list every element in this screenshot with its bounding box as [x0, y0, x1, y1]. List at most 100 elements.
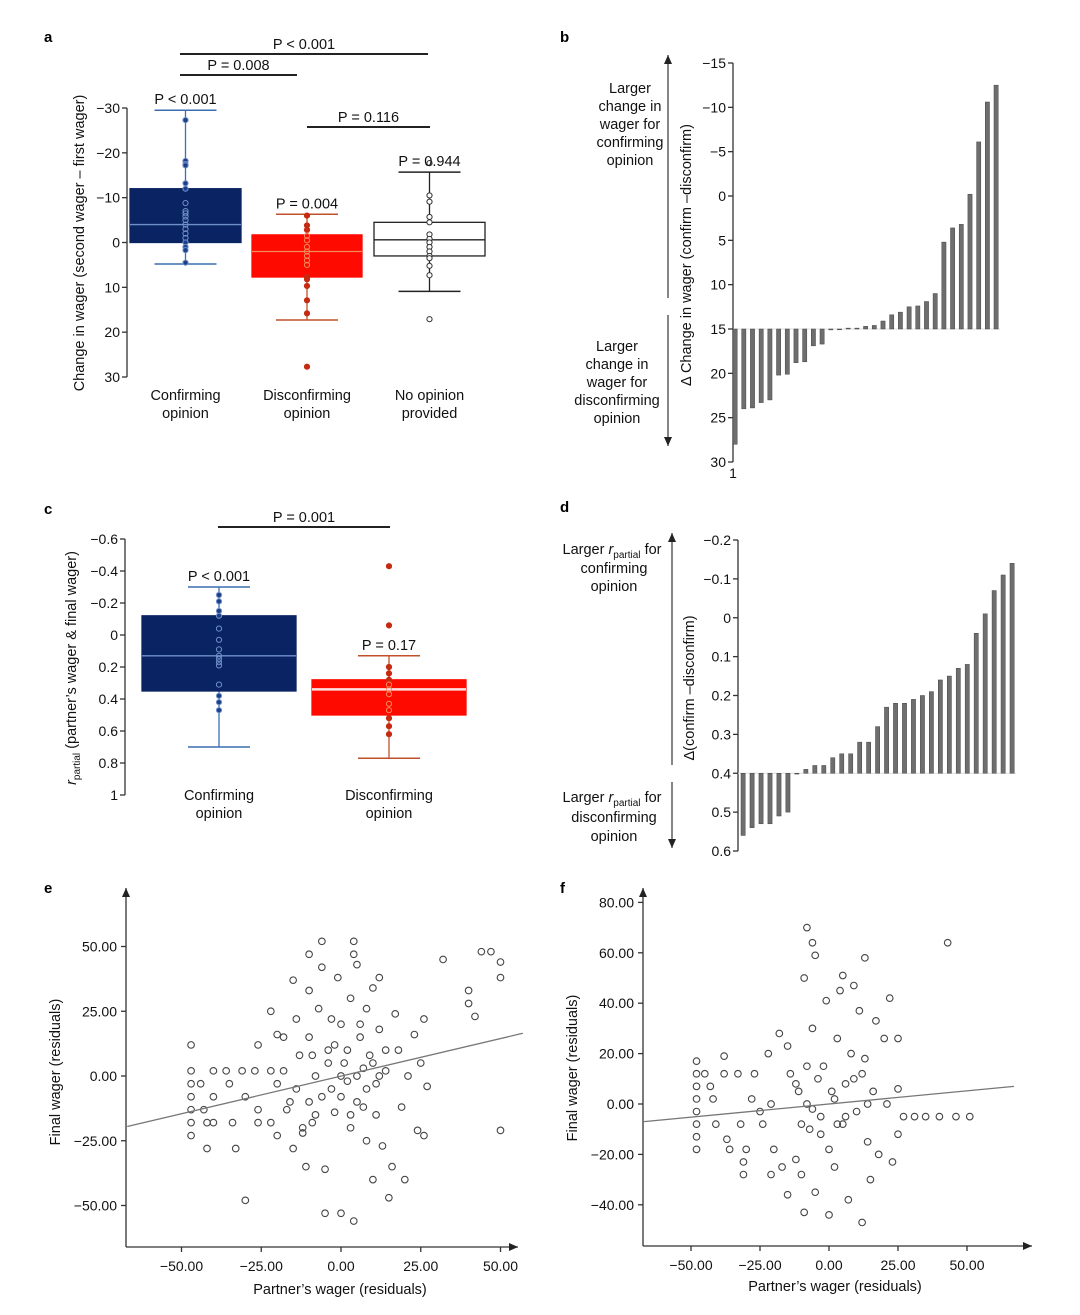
scatter-point	[965, 1112, 974, 1121]
scatter-point	[464, 986, 473, 995]
panel-b-y-tick-label: 30	[710, 454, 726, 470]
scatter-point	[872, 1016, 880, 1025]
scatter-point	[397, 1103, 406, 1111]
scatter-point	[692, 1145, 701, 1154]
scatter-point	[196, 1079, 205, 1088]
panel-b-y-tick-label: 20	[710, 365, 726, 381]
scatter-point	[869, 1087, 878, 1096]
scatter-point	[356, 1033, 364, 1041]
scatter-point	[305, 986, 313, 995]
scatter-point	[381, 1066, 390, 1075]
scatter-point	[849, 1074, 858, 1083]
panel-a-ylabel: Change in wager (second wager – first wa…	[72, 95, 88, 392]
scatter-point	[852, 1107, 861, 1116]
scatter-point	[340, 1059, 349, 1067]
scatter-point	[800, 1208, 809, 1217]
bar	[750, 328, 755, 409]
scatter-point	[830, 1095, 839, 1103]
scatter-point	[372, 1110, 380, 1119]
scatter-point	[775, 1029, 784, 1038]
scatter-point	[841, 1079, 850, 1088]
y-tick-label: 20.00	[599, 1046, 634, 1062]
scatter-point	[739, 1158, 748, 1166]
scatter-point	[423, 1082, 431, 1091]
scatter-point	[349, 950, 358, 959]
scatter-point	[921, 1112, 930, 1121]
bar	[857, 741, 863, 774]
panel-b-y-tick-label: 25	[710, 410, 726, 426]
y-axis-arrow-icon	[122, 888, 130, 897]
scatter-point	[298, 1129, 307, 1137]
data-point	[182, 185, 189, 192]
scatter-point	[305, 1033, 313, 1041]
scatter-point	[330, 1108, 339, 1117]
category-label: Confirming	[150, 388, 220, 404]
scatter-point	[187, 1118, 195, 1127]
scatter-point	[883, 1100, 891, 1108]
data-point	[215, 652, 223, 659]
scatter-point	[337, 1020, 345, 1029]
scatter-point	[692, 1057, 701, 1066]
scatter-point	[318, 1092, 326, 1101]
p-value-label: P = 0.004	[276, 196, 338, 212]
panel-f-ylabel: Final wager (residuals)	[565, 995, 581, 1142]
scatter-point	[855, 1006, 864, 1015]
scatter-point	[792, 1079, 800, 1088]
scatter-point	[700, 1069, 709, 1078]
scatter-point	[496, 973, 505, 982]
scatter-point	[346, 1123, 355, 1132]
scatter-point	[880, 1034, 889, 1043]
significance-label: P = 0.116	[338, 110, 399, 126]
scatter-point	[794, 1087, 803, 1096]
bar	[898, 311, 903, 330]
scatter-point	[825, 1145, 833, 1154]
scatter-point	[378, 1142, 387, 1150]
data-point	[215, 598, 223, 605]
x-tick-label: −25.00	[240, 1258, 283, 1274]
scatter-point	[254, 1118, 262, 1127]
scatter-point	[725, 1145, 734, 1154]
scatter-point	[800, 974, 809, 982]
scatter-point	[797, 1170, 806, 1179]
data-point	[303, 252, 311, 260]
scatter-point	[321, 1209, 329, 1218]
scatter-point	[706, 1082, 715, 1091]
scatter-point	[327, 1015, 336, 1023]
note-sub: partial	[613, 798, 640, 809]
scatter-point	[187, 1105, 195, 1114]
bar	[819, 328, 825, 345]
panel-b-upper-note: opinion	[607, 153, 654, 169]
scatter-point	[289, 1144, 298, 1153]
scatter-point	[734, 1069, 742, 1078]
panel-c-ylabel: rpartial (partner’s wager & final wager)	[64, 551, 83, 785]
y-tick-label: 0.00	[90, 1068, 117, 1084]
scatter-point	[375, 973, 384, 982]
panel-b-lower-note: Larger	[596, 339, 638, 355]
panel-letter-b: b	[560, 29, 569, 46]
panel-c-y-tick-label: 0.8	[99, 755, 119, 771]
scatter-point	[375, 1072, 384, 1080]
scatter-point	[487, 947, 495, 956]
data-point	[303, 237, 311, 244]
data-point	[215, 612, 223, 619]
bar	[811, 328, 816, 347]
panel-c-y-tick-label: −0.6	[90, 531, 118, 547]
category-label: opinion	[162, 406, 209, 422]
scatter-point	[822, 996, 831, 1005]
scatter-point	[266, 1007, 275, 1016]
bar	[776, 773, 782, 817]
bar	[884, 706, 889, 774]
bar	[839, 753, 845, 774]
scatter-point	[836, 986, 844, 995]
data-point	[385, 563, 393, 570]
panel-c-y-tick-label: 0	[110, 627, 118, 643]
y-tick-label: 80.00	[599, 894, 634, 910]
bar	[1009, 563, 1015, 774]
scatter-point	[187, 1131, 195, 1140]
y-tick-label: 40.00	[599, 995, 634, 1011]
scatter-point	[372, 1079, 380, 1088]
scatter-point	[362, 1004, 371, 1013]
panel-d-y-tick-label: 0	[723, 610, 731, 626]
bar	[893, 703, 898, 774]
bar	[776, 328, 781, 376]
